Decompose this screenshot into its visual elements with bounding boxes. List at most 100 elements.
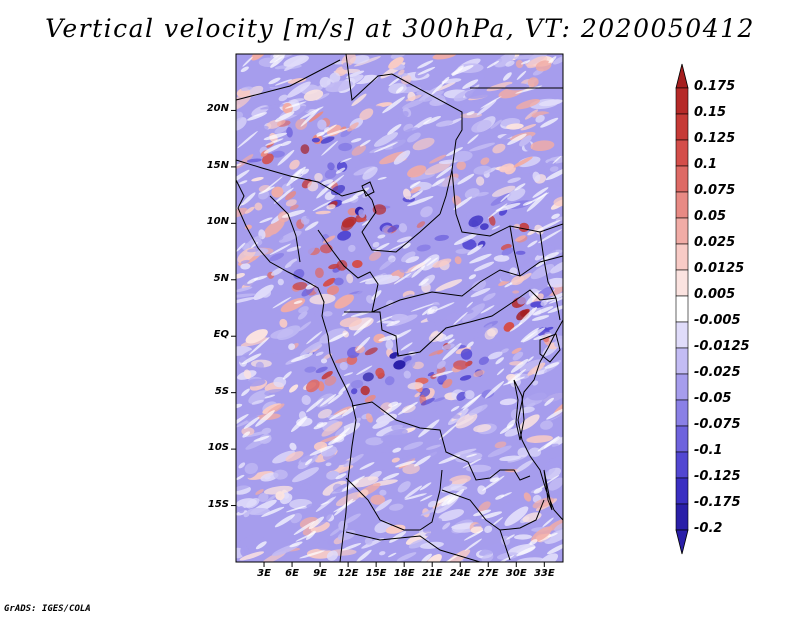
- field-streak: [393, 272, 412, 285]
- field-cell: [347, 208, 358, 216]
- field-streak: [350, 311, 372, 318]
- field-cell: [396, 236, 412, 243]
- field-cell: [519, 135, 532, 147]
- field-cell: [347, 122, 359, 132]
- field-cell: [236, 184, 256, 200]
- field-cell: [339, 317, 362, 328]
- field-streak: [543, 252, 560, 260]
- field-cell: [426, 553, 442, 562]
- field-cell: [407, 382, 424, 390]
- field-streak: [259, 217, 273, 224]
- field-cell: [301, 395, 311, 405]
- field-streak: [388, 401, 399, 407]
- field-cell: [327, 162, 335, 171]
- field-cell: [236, 481, 255, 492]
- field-cell: [263, 211, 283, 219]
- field-cell: [299, 340, 323, 356]
- colorbar-level-label: 0.075: [694, 183, 736, 198]
- field-streak: [418, 278, 429, 286]
- field-cell: [379, 489, 387, 496]
- field-cell: [471, 119, 492, 133]
- field-cell: [317, 119, 327, 130]
- field-cell: [427, 305, 448, 322]
- field-cell: [395, 454, 418, 466]
- field-cell: [459, 375, 472, 381]
- field-cell: [364, 347, 378, 356]
- field-cell: [441, 343, 455, 350]
- field-cell: [552, 55, 563, 65]
- field-cell: [390, 313, 409, 321]
- field-streak: [538, 229, 562, 244]
- field-streak: [408, 190, 423, 200]
- field-streak: [388, 240, 411, 251]
- field-streak: [383, 402, 402, 415]
- field-cell: [537, 553, 559, 562]
- field-cell: [473, 370, 485, 377]
- field-streak: [255, 541, 267, 550]
- field-cell: [259, 287, 271, 298]
- field-streak: [450, 405, 460, 412]
- field-cell: [330, 184, 346, 196]
- field-streak: [431, 178, 445, 187]
- border-south: [345, 529, 511, 562]
- field-streak: [495, 357, 505, 365]
- field-cell: [434, 234, 449, 241]
- lon-tick-label: 9E: [313, 568, 327, 579]
- colorbar-level-label: 0.005: [694, 287, 736, 302]
- field-streak: [480, 96, 502, 109]
- field-cell: [437, 480, 453, 488]
- field-cell: [499, 398, 517, 406]
- field-streak: [342, 309, 351, 317]
- field-cell: [240, 546, 250, 558]
- field-cell: [385, 339, 394, 350]
- field-cell: [396, 552, 417, 562]
- field-cell: [462, 238, 477, 250]
- field-cell: [487, 445, 512, 458]
- field-cell: [251, 399, 264, 405]
- field-cell: [416, 221, 426, 228]
- colorbar-level-label: 0.15: [694, 105, 727, 120]
- field-streak: [236, 474, 245, 481]
- field-cell: [253, 150, 260, 159]
- field-cell: [336, 260, 348, 271]
- field-cell: [332, 483, 343, 493]
- field-cell: [401, 251, 416, 263]
- field-streak: [253, 435, 270, 442]
- field-cell: [404, 485, 423, 499]
- field-streak: [306, 331, 323, 345]
- field-cell: [236, 207, 248, 218]
- lake-victoria: [539, 333, 561, 363]
- field-cell: [335, 491, 362, 507]
- field-cell: [264, 388, 287, 397]
- field-streak: [506, 534, 515, 540]
- field-cell: [488, 215, 496, 226]
- field-cell: [329, 527, 342, 536]
- field-cell: [238, 462, 246, 469]
- colorbar-bin: [675, 295, 689, 323]
- field-cell: [527, 390, 549, 401]
- field-cell: [392, 136, 411, 150]
- field-cell: [364, 537, 373, 545]
- field-cell: [249, 238, 263, 247]
- field-cell: [326, 204, 336, 210]
- field-cell: [483, 292, 496, 302]
- field-cell: [397, 481, 411, 493]
- field-cell: [403, 188, 411, 200]
- colorbar-bin: [675, 243, 689, 271]
- field-streak: [414, 455, 431, 467]
- colorbar-bin: [675, 373, 689, 401]
- field-cell: [379, 257, 395, 271]
- field-cell: [427, 500, 437, 508]
- field-cell: [288, 98, 305, 103]
- field-cell: [276, 119, 286, 126]
- field-cell: [398, 69, 405, 76]
- field-cell: [411, 116, 432, 131]
- lon-tick-label: 27E: [477, 568, 499, 579]
- border-car: [371, 255, 563, 313]
- field-streak: [290, 353, 314, 363]
- field-cell: [319, 76, 331, 88]
- field-streak: [466, 301, 473, 308]
- field-streak: [293, 521, 315, 535]
- field-streak: [293, 300, 303, 305]
- field-streak: [510, 358, 529, 373]
